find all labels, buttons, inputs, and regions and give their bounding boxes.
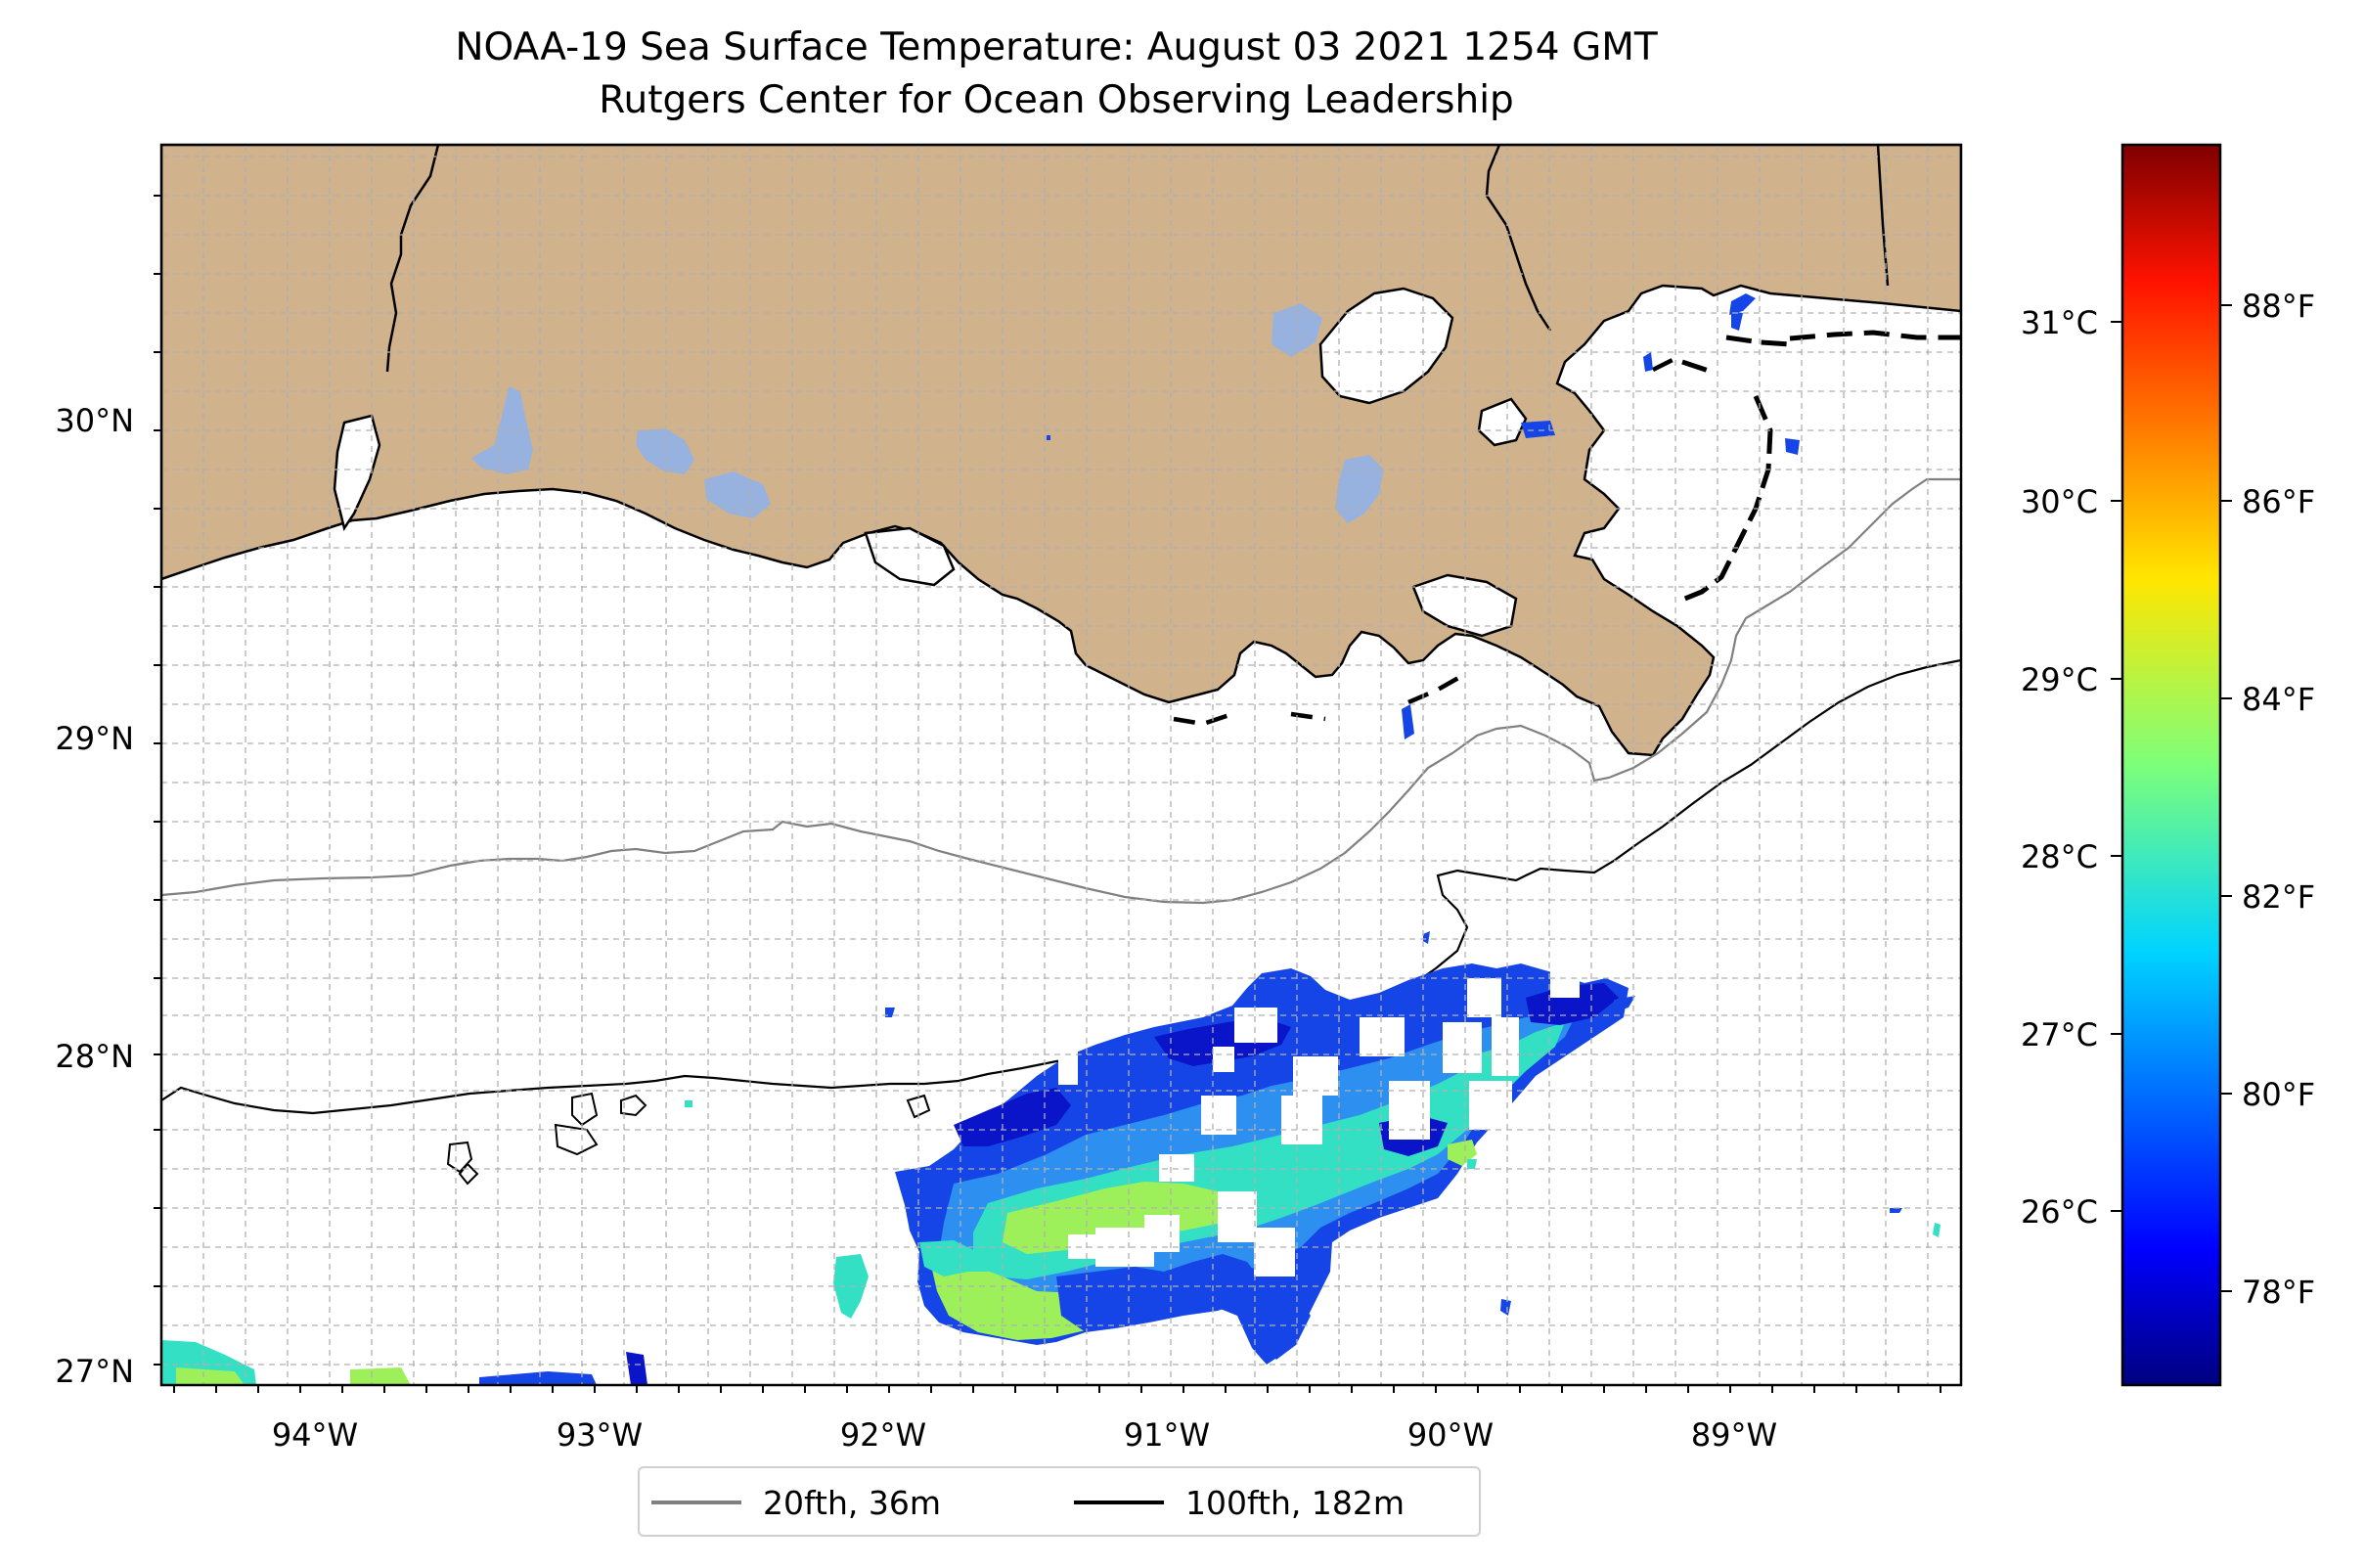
fahrenheit-label: 80°F — [2242, 1076, 2315, 1113]
lat-label: 27°N — [55, 1353, 134, 1390]
lon-label: 92°W — [840, 1416, 926, 1454]
white-lake — [704, 471, 771, 518]
barrier-islands — [1789, 330, 1961, 341]
celsius-label: 31°C — [2021, 304, 2098, 341]
celsius-label: 29°C — [2021, 661, 2098, 698]
sabine-lake — [333, 414, 381, 532]
colorbar-ticks — [2111, 304, 2232, 1292]
lat-label: 30°N — [55, 402, 134, 439]
celsius-label: 26°C — [2021, 1193, 2098, 1231]
legend-item-100fth: 100fth, 182m — [1074, 1483, 1405, 1522]
lat-label: 28°N — [55, 1038, 134, 1075]
fahrenheit-label: 86°F — [2242, 483, 2315, 520]
celsius-label: 27°C — [2021, 1016, 2098, 1053]
contour-patch — [446, 1092, 931, 1186]
fahrenheit-label: 82°F — [2242, 878, 2315, 916]
fahrenheit-label: 88°F — [2242, 288, 2315, 325]
legend-label: 20fth, 36m — [763, 1483, 941, 1522]
fahrenheit-label: 78°F — [2242, 1274, 2315, 1311]
map-title: NOAA-19 Sea Surface Temperature: August … — [455, 25, 1658, 69]
lon-label: 93°W — [557, 1416, 643, 1454]
lon-label: 89°W — [1691, 1416, 1777, 1454]
lake-pontchartrain — [1318, 287, 1454, 405]
axis-ticks — [154, 195, 1941, 1393]
sst-data — [161, 293, 1941, 1385]
legend-label: 100fth, 182m — [1185, 1483, 1405, 1522]
calcasieu-lake — [471, 386, 533, 474]
atchafalaya-bay — [864, 526, 956, 587]
colorbar — [2120, 143, 2222, 1387]
lon-label: 91°W — [1124, 1416, 1210, 1454]
contour-legend: 20fth, 36m 100fth, 182m — [638, 1466, 1481, 1537]
map-subtitle: Rutgers Center for Ocean Observing Leade… — [599, 78, 1514, 122]
map-frame — [159, 143, 1963, 1387]
barrier-islands — [1676, 335, 1791, 605]
state-boundary — [385, 145, 440, 373]
grand-lake — [636, 428, 694, 474]
lon-label: 94°W — [272, 1416, 358, 1454]
state-boundary — [1485, 145, 1552, 332]
fahrenheit-label: 84°F — [2242, 681, 2315, 718]
lat-label: 29°N — [55, 720, 134, 757]
map-area — [161, 145, 1961, 1385]
shoal-islands — [1173, 357, 1674, 727]
celsius-label: 30°C — [2021, 483, 2098, 520]
lon-label: 90°W — [1407, 1416, 1494, 1454]
legend-swatch-grey — [651, 1501, 741, 1504]
legend-item-20fth: 20fth, 36m — [651, 1483, 941, 1522]
lake-salvador — [1335, 455, 1384, 523]
legend-swatch-black — [1074, 1501, 1164, 1504]
celsius-label: 28°C — [2021, 838, 2098, 875]
